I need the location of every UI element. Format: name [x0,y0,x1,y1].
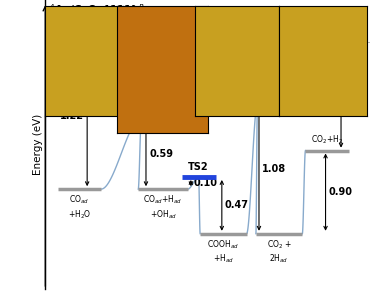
Text: CO$_2$+H$_2$: CO$_2$+H$_2$ [311,133,343,146]
Text: COOH$_{ad}$
+H$_{ad}$: COOH$_{ad}$ +H$_{ad}$ [208,239,239,265]
Text: 1.08: 1.08 [262,164,286,174]
Text: $^4$Au/CeO$_2${111}$^R$: $^4$Au/CeO$_2${111}$^R$ [49,3,144,18]
Text: CO$_{ad}$+H$_{ad}$
+OH$_{ad}$: CO$_{ad}$+H$_{ad}$ +OH$_{ad}$ [143,194,183,221]
Text: 0.72: 0.72 [344,91,368,101]
Text: CO + H$_2$O: CO + H$_2$O [61,26,104,39]
Text: 0.10: 0.10 [194,178,218,188]
Y-axis label: Energy (eV): Energy (eV) [33,114,43,175]
Text: TS3: TS3 [247,89,268,99]
Text: 1.22: 1.22 [60,111,84,121]
Text: TS1: TS1 [131,103,152,113]
Text: 0.90: 0.90 [328,187,353,197]
Text: CO$_2$ +
2H$_{ad}$: CO$_2$ + 2H$_{ad}$ [266,239,292,265]
Text: TS2: TS2 [188,162,209,172]
Text: 0.59: 0.59 [149,149,173,159]
Text: 0.47: 0.47 [225,200,249,210]
Text: CO$_{ad}$
+H$_2$O: CO$_{ad}$ +H$_2$O [68,194,91,221]
